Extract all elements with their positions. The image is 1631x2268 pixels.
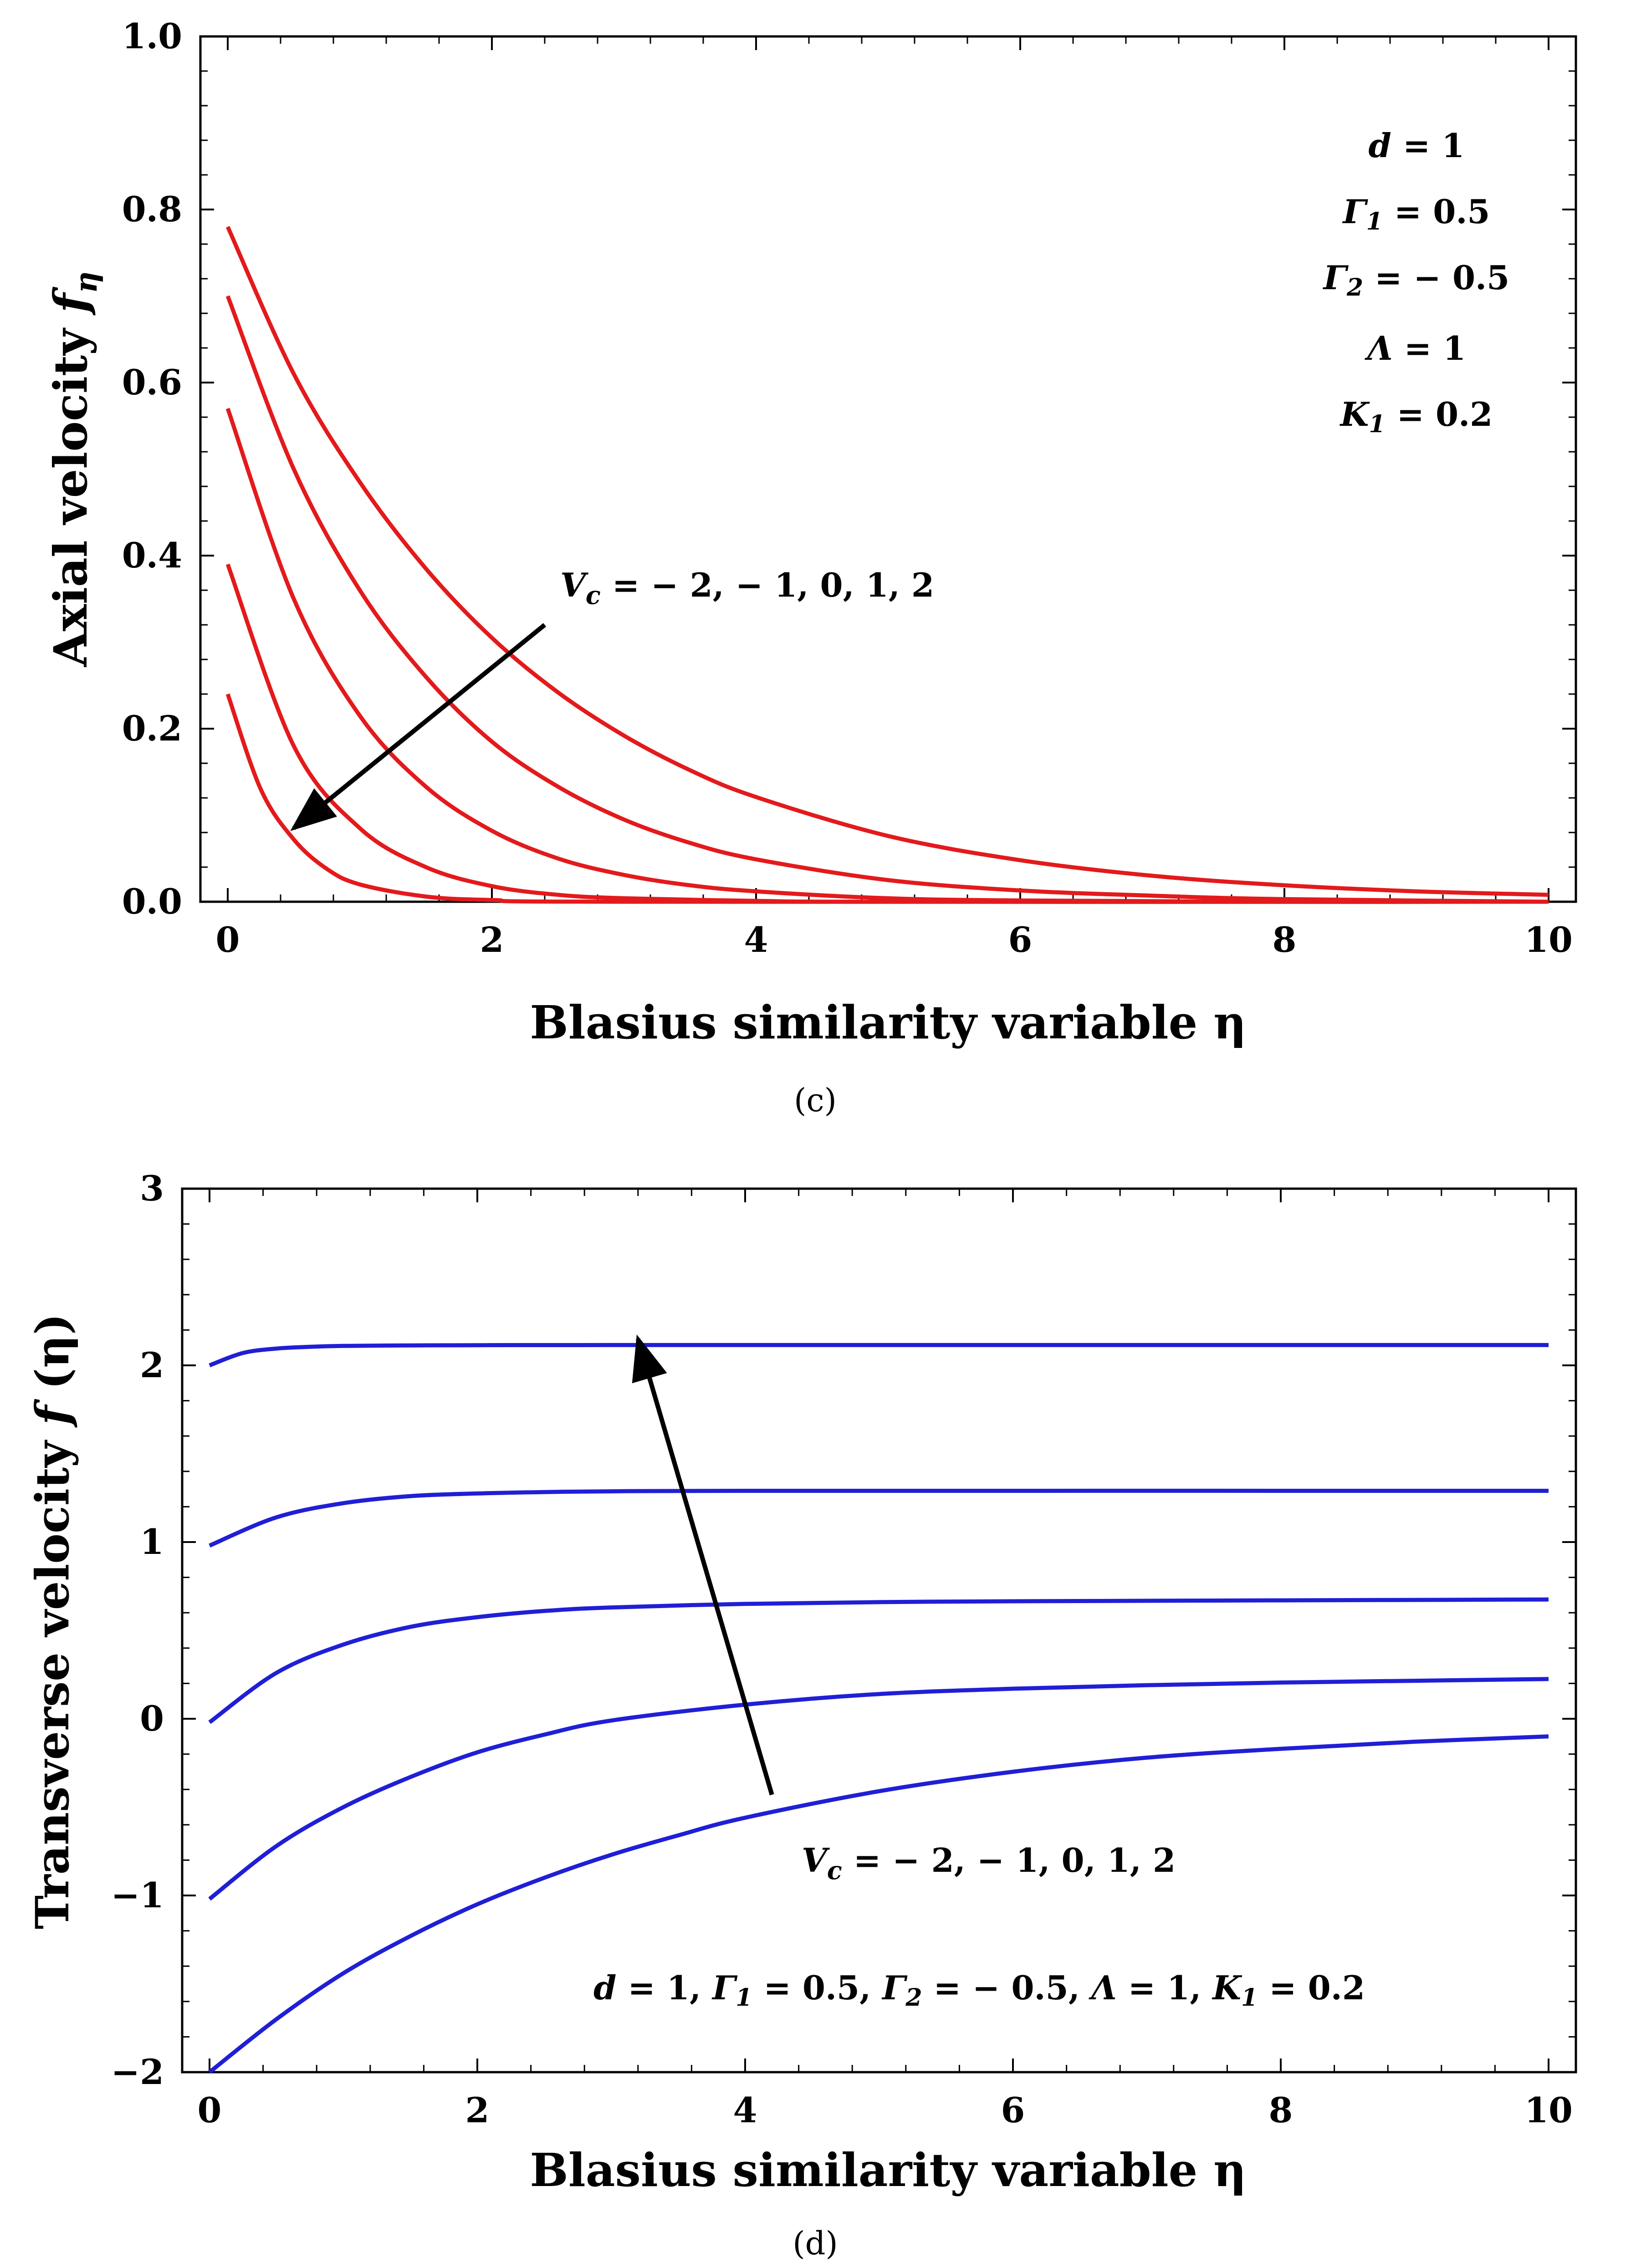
panel-c-param: K1 = 0.2 (1340, 395, 1493, 438)
panel-c-trend-arrow (290, 623, 547, 831)
series-line (225, 295, 1549, 904)
x-tick-label: 6 (1008, 919, 1033, 960)
series-line (225, 226, 1549, 897)
panel-d-ticks: 0 2 4 6 8 10 −2 −1 0 1 2 3 (111, 1168, 1576, 2130)
panel-c-x-axis-title: Blasius similarity variable η (530, 996, 1247, 1049)
x-tick-label: 8 (1269, 2090, 1293, 2130)
panel-c-param: Λ = 1 (1365, 329, 1466, 368)
panel-d-y-axis-title: Transverse velocity f (η) (26, 1313, 79, 1929)
y-tick-label: 0.8 (122, 189, 182, 230)
panel-d-params-line: d = 1, Γ1 = 0.5, Γ2 = − 0.5, Λ = 1, K1 =… (593, 1968, 1365, 2012)
panel-d-parameter-label: Vc = − 2, − 1, 0, 1, 2 (802, 1841, 1176, 1885)
series-line (225, 408, 1549, 904)
panel-d-label: (d) (792, 2225, 838, 2262)
panel-c-y-axis-title: Axial velocity fη (44, 271, 104, 667)
panel-c-curves (225, 226, 1549, 904)
panel-c-param: Γ2 = − 0.5 (1323, 258, 1509, 301)
panel-c-params-box: d = 1 Γ1 = 0.5 Γ2 = − 0.5 Λ = 1 K1 = 0.2 (1323, 126, 1509, 438)
x-tick-label: 10 (1524, 919, 1573, 960)
panel-c-axial-velocity: 0 2 4 6 8 10 0.0 0.2 0.4 0.6 0.8 1.0 Vc = − 2, − 1,… (44, 16, 1577, 1119)
x-tick-label: 6 (1001, 2090, 1025, 2130)
panel-d-trend-arrow (632, 1334, 774, 1796)
series-line (208, 1597, 1549, 1724)
series-line (225, 563, 1549, 904)
y-tick-label: 0.6 (122, 362, 182, 403)
x-tick-label: 4 (744, 919, 768, 960)
panel-d-plot-frame (181, 1187, 1577, 2074)
y-tick-label: 2 (140, 1345, 164, 1385)
panel-d-x-axis-title: Blasius similarity variable η (530, 2143, 1247, 2197)
x-tick-label: 0 (198, 2090, 222, 2130)
panel-d-curves (208, 1343, 1549, 2074)
panel-c-param: d = 1 (1369, 126, 1465, 165)
series-line (208, 1734, 1549, 2074)
series-line (209, 1488, 1549, 1548)
y-tick-label: 0.0 (122, 881, 182, 922)
x-tick-label: 8 (1273, 919, 1297, 960)
panel-c-parameter-label: Vc = − 2, − 1, 0, 1, 2 (560, 566, 934, 610)
x-tick-label: 0 (216, 919, 240, 960)
y-tick-label: 0.4 (122, 535, 182, 576)
x-tick-label: 2 (480, 919, 504, 960)
series-line (208, 1677, 1549, 1901)
y-tick-label: 0.2 (122, 708, 182, 749)
y-tick-label: 0 (140, 1698, 164, 1739)
series-line (209, 1343, 1549, 1368)
x-tick-label: 10 (1524, 2090, 1573, 2130)
y-tick-label: −1 (111, 1875, 164, 1916)
panel-c-label: (c) (794, 1082, 837, 1119)
panel-d-transverse-velocity: 0 2 4 6 8 10 −2 −1 0 1 2 3 Vc = − 2, − 1, 0, 1, 2 d… (26, 1168, 1577, 2262)
y-tick-label: 3 (140, 1168, 164, 1209)
y-tick-label: −2 (111, 2052, 164, 2092)
x-tick-label: 2 (465, 2090, 490, 2130)
panel-c-ticks: 0 2 4 6 8 10 0.0 0.2 0.4 0.6 0.8 1.0 (122, 16, 1576, 960)
x-tick-label: 4 (733, 2090, 757, 2130)
y-tick-label: 1.0 (122, 16, 182, 56)
series-line (225, 693, 1549, 904)
panel-c-param: Γ1 = 0.5 (1342, 192, 1490, 235)
y-tick-label: 1 (140, 1522, 164, 1562)
